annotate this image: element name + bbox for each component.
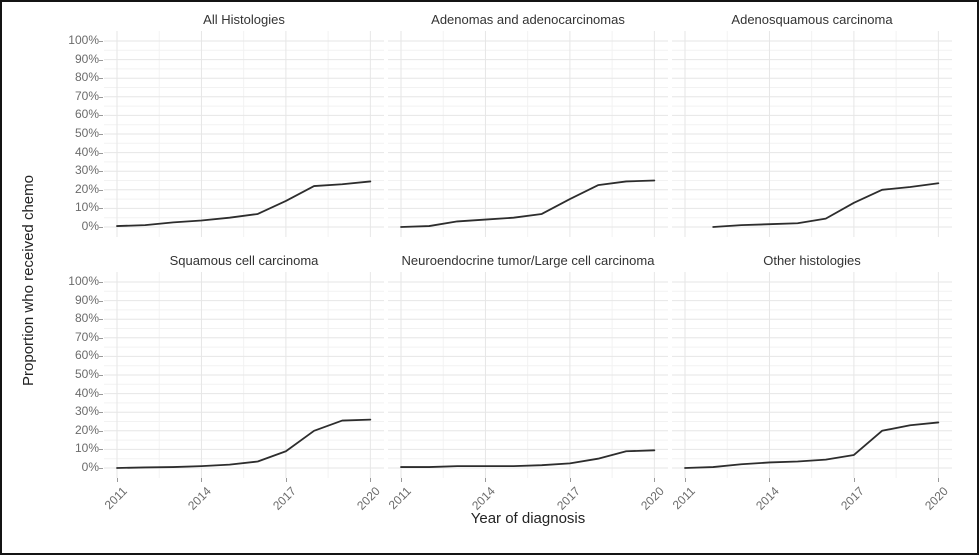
trend-line-other-histologies: [684, 421, 940, 469]
trend-line-neuroendocrine-tumor-large-cell-carcinoma: [400, 449, 656, 468]
strip-title-other-histologies: Other histologies: [763, 253, 861, 268]
trend-line-adenomas-and-adenocarcinomas: [400, 179, 656, 228]
y-axis-tick: [99, 41, 103, 42]
y-tick-label: 20%: [74, 422, 99, 437]
y-tick-label: 20%: [74, 181, 99, 196]
y-axis-tick: [99, 375, 103, 376]
y-tick-label: 60%: [74, 348, 99, 363]
y-axis-tick: [99, 319, 103, 321]
y-tick-label: 100%: [68, 274, 99, 288]
facet-panel-adenomas-and-adenocarcinomas: [388, 31, 668, 237]
x-axis-tick: [201, 478, 203, 482]
trend-line-squamous-cell-carcinoma: [116, 418, 372, 469]
x-tick-label: 2017: [838, 484, 867, 513]
y-tick-label: 60%: [74, 107, 99, 122]
x-tick-label: 2014: [469, 484, 499, 513]
x-axis-tick: [654, 478, 656, 482]
strip-title-squamous-cell-carcinoma: Squamous cell carcinoma: [169, 253, 319, 268]
x-tick-label: 2020: [922, 484, 952, 513]
facet-panel-other-histologies: [672, 272, 952, 478]
y-axis-tick: [99, 59, 103, 61]
x-axis-tick: [117, 478, 118, 482]
y-axis-tick: [99, 356, 103, 358]
y-axis-tick: [99, 393, 103, 395]
facet-panel-adenosquamous-carcinoma: [672, 31, 952, 237]
y-axis-tick: [99, 412, 103, 414]
y-tick-label: 50%: [74, 367, 99, 381]
y-axis-tick: [99, 227, 103, 228]
y-tick-label: 50%: [74, 126, 99, 140]
y-tick-label: 70%: [74, 329, 99, 344]
y-axis-tick: [99, 300, 103, 302]
strip-title-neuroendocrine-tumor-large-cell-carcinoma: Neuroendocrine tumor/Large cell carcinom…: [401, 253, 655, 268]
x-tick-label: 2014: [753, 484, 783, 513]
strip-title-adenomas-and-adenocarcinomas: Adenomas and adenocarcinomas: [431, 12, 625, 27]
y-tick-label: 10%: [74, 200, 99, 215]
y-axis-tick: [99, 115, 103, 117]
facet-panel-neuroendocrine-tumor-large-cell-carcinoma: [388, 272, 668, 478]
facet-panel-squamous-cell-carcinoma: [104, 272, 384, 478]
y-tick-label: 10%: [74, 441, 99, 456]
x-tick-label: 2017: [270, 484, 299, 513]
y-tick-label: 0%: [81, 219, 99, 233]
y-tick-label: 40%: [74, 144, 99, 159]
x-tick-label: 2014: [185, 484, 215, 513]
strip-title-adenosquamous-carcinoma: Adenosquamous carcinoma: [731, 12, 893, 27]
y-axis-tick: [99, 152, 103, 154]
y-axis-tick: [99, 134, 103, 135]
y-tick-label: 70%: [74, 88, 99, 103]
strip-title-all-histologies: All Histologies: [203, 12, 285, 27]
y-axis-tick: [99, 78, 103, 80]
x-tick-label: 2011: [101, 484, 130, 513]
x-axis-tick: [401, 478, 402, 482]
y-axis-tick: [99, 96, 103, 98]
x-axis-tick: [569, 478, 571, 482]
y-axis-tick: [99, 449, 103, 451]
y-axis-tick: [99, 208, 103, 210]
x-tick-label: 2017: [554, 484, 583, 513]
x-axis-title: Year of diagnosis: [470, 510, 586, 527]
x-axis-tick: [853, 478, 855, 482]
x-axis-tick: [769, 478, 771, 482]
y-axis-tick: [99, 430, 103, 432]
y-axis-tick: [99, 337, 103, 339]
y-tick-label: 0%: [81, 460, 99, 474]
y-tick-label: 30%: [74, 404, 99, 419]
y-tick-label: 80%: [74, 311, 99, 326]
y-tick-label: 40%: [74, 385, 99, 400]
x-axis-tick: [370, 478, 372, 482]
y-axis-tick: [99, 171, 103, 173]
x-axis-tick: [285, 478, 287, 482]
y-axis-tick: [99, 189, 103, 191]
y-tick-label: 90%: [74, 292, 99, 307]
trend-line-adenosquamous-carcinoma: [712, 182, 940, 228]
y-tick-label: 30%: [74, 163, 99, 178]
facet-panel-all-histologies: [104, 31, 384, 237]
y-tick-label: 90%: [74, 51, 99, 66]
x-axis-tick: [938, 478, 940, 482]
y-axis-tick: [99, 282, 103, 283]
x-axis-tick: [485, 478, 487, 482]
trend-line-all-histologies: [116, 180, 372, 227]
y-tick-label: 100%: [68, 33, 99, 47]
y-axis-tick: [99, 468, 103, 469]
x-axis-tick: [685, 478, 686, 482]
y-tick-label: 80%: [74, 70, 99, 85]
